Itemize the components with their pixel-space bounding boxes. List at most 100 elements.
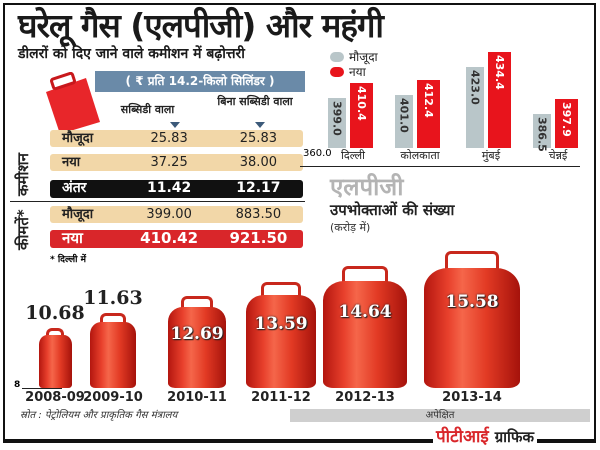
row-label: मौजूदा <box>62 131 94 146</box>
title: घरेलू गैस (एलपीजी) और महंगी <box>18 6 384 45</box>
bar-value-label: 434.4 <box>493 55 506 90</box>
baseline-label: 360.0 <box>303 148 332 159</box>
logo-brand: पीटीआई <box>436 427 489 447</box>
category-label: कोलकाता <box>400 149 440 162</box>
table-row: नया 37.25 38.00 <box>50 154 303 171</box>
cell: 37.25 <box>150 155 188 170</box>
bar-new: 410.4 <box>350 82 373 148</box>
cell: 25.83 <box>150 131 188 146</box>
cylinder-handle <box>445 251 499 273</box>
cylinder-handle <box>341 265 389 286</box>
unit-banner: ( ₹ प्रति 14.2-किलो सिलिंडर ) <box>95 71 305 92</box>
bar-new: 397.9 <box>555 99 578 148</box>
cylinder-mark: 13.59 <box>245 282 317 388</box>
cylinder-mark: 11.63 <box>83 287 143 388</box>
year-label: 2008-09 <box>25 390 85 405</box>
cylinder-mark: 14.64 <box>323 265 407 388</box>
year-label: 2010-11 <box>167 390 227 405</box>
data-label: 14.64 <box>338 302 392 323</box>
city-price-chart: 399.0 410.4 401.0 412.4 423.0 434.4 386.5 397.9 <box>300 40 590 152</box>
infographic-frame <box>3 3 596 443</box>
data-label: 11.63 <box>83 287 143 310</box>
bar-current: 401.0 <box>395 95 413 148</box>
cylinder-body <box>424 267 520 388</box>
expected-label: अपेक्षित <box>290 409 590 422</box>
data-label: 12.69 <box>170 323 224 344</box>
bar-new: 412.4 <box>417 80 440 148</box>
cell: 921.50 <box>229 229 288 247</box>
bar-value-label: 410.4 <box>355 85 368 121</box>
cell: 12.17 <box>236 180 281 196</box>
bar-current: 399.0 <box>328 97 346 148</box>
category-label: मुंबई <box>481 149 501 162</box>
row-label: नया <box>62 155 81 170</box>
year-label: 2013-14 <box>442 390 502 405</box>
cylinder-body <box>38 335 72 388</box>
cylinder-mark: 15.58 <box>424 251 520 388</box>
cell: 883.50 <box>235 207 282 222</box>
column-header-unsubsidized: बिना सब्सिडी वाला <box>217 95 293 108</box>
footnote: * दिल्ली में <box>50 255 86 265</box>
cylinder-handle <box>261 282 301 300</box>
table-row: मौजूदा 25.83 25.83 <box>50 130 303 147</box>
cylinder-body <box>323 280 407 388</box>
table-row: अंतर 11.42 12.17 <box>50 180 303 198</box>
group-label-commission: कमीशन <box>14 153 32 196</box>
table-row: मौजूदा 399.00 883.50 <box>50 206 303 223</box>
cylinder-handle <box>45 328 65 338</box>
source-note: स्रोत : पेट्रोलियम और प्राकृतिक गैस मंत्… <box>20 410 178 421</box>
consumers-heading: उपभोक्ताओं की संख्या <box>330 201 455 219</box>
cylinder-body <box>245 295 317 388</box>
baseline-label: 8 <box>14 380 21 390</box>
bar-value-label: 423.0 <box>468 69 482 105</box>
cell: 399.00 <box>146 207 192 222</box>
cell: 25.83 <box>239 131 277 146</box>
bar-current: 423.0 <box>466 66 484 148</box>
data-label: 15.58 <box>445 292 499 313</box>
bar-value-label: 412.4 <box>422 83 435 119</box>
pti-graphic-logo: पीटीआई ग्राफिक <box>433 424 538 447</box>
cell: 410.42 <box>140 229 199 247</box>
cylinder-mark: 12.69 <box>167 296 227 388</box>
year-label: 2012-13 <box>335 390 395 405</box>
lpg-heading: एलपीजी <box>330 173 404 201</box>
bar-value-label: 397.9 <box>560 102 573 137</box>
year-label: 2009-10 <box>83 390 143 405</box>
legend-label: नया <box>349 65 366 79</box>
gas-cylinder-icon <box>46 72 100 134</box>
data-label: 13.59 <box>254 314 308 335</box>
table-row: नया 410.42 921.50 <box>50 230 303 248</box>
cell: 38.00 <box>239 155 277 170</box>
bar-value-label: 399.0 <box>330 100 344 136</box>
cylinder-body <box>90 322 136 388</box>
column-header-subsidized: सब्सिडी वाला <box>120 103 175 116</box>
cylinder-body <box>167 307 227 388</box>
row-label: मौजूदा <box>62 207 94 222</box>
divider <box>10 201 305 202</box>
legend-item-new: नया <box>330 63 366 80</box>
bar-current: 386.5 <box>533 113 551 152</box>
baseline <box>22 388 62 389</box>
legend-item-current: मौजूदा <box>330 48 378 65</box>
category-label: चेन्नई <box>548 149 568 162</box>
legend-swatch <box>330 51 344 62</box>
logo-suffix: ग्राफिक <box>494 428 535 446</box>
cell: 11.42 <box>146 180 192 196</box>
arrow-down-icon <box>255 122 265 128</box>
data-label: 10.68 <box>25 302 85 324</box>
bar-value-label: 401.0 <box>397 98 411 133</box>
cylinder-handle <box>100 313 126 326</box>
year-label: 2011-12 <box>251 390 311 405</box>
unit-label: (करोड़ में) <box>330 221 371 234</box>
category-label: दिल्ली <box>341 149 365 162</box>
arrow-down-icon <box>170 122 180 128</box>
legend-swatch <box>330 66 344 77</box>
legend-label: मौजूदा <box>349 50 378 64</box>
divider <box>300 166 580 167</box>
bar-new: 434.4 <box>488 52 511 148</box>
cylinder-handle <box>180 296 214 312</box>
row-label: अंतर <box>62 180 87 196</box>
row-label: नया <box>62 229 83 247</box>
cylinder-mark: 10.68 <box>25 302 85 388</box>
commission-subtitle: डीलरों को दिए जाने वाले कमीशन में बढ़ोत्… <box>18 46 245 62</box>
